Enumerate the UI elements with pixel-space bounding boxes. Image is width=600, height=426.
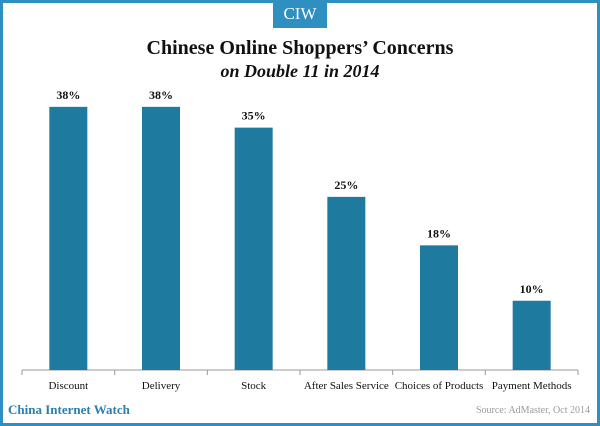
bar-choices-of-products xyxy=(420,245,458,370)
footer-source: Source: AdMaster, Oct 2014 xyxy=(475,405,590,416)
data-label: 38% xyxy=(149,88,173,102)
category-label: After Sales Service xyxy=(304,380,389,392)
bar-discount xyxy=(49,106,88,370)
data-label: 10% xyxy=(520,282,544,296)
bar-delivery xyxy=(142,106,180,370)
bar-payment-methods xyxy=(512,300,551,370)
category-label: Discount xyxy=(48,380,88,392)
footer-brand: China Internet Watch xyxy=(8,402,130,417)
bar-chart: 38% Discount 38% Delivery 35% Stock 25% After S… xyxy=(21,88,579,392)
ciw-logo: CIW xyxy=(273,0,327,28)
chart-subtitle: on Double 11 in 2014 xyxy=(220,61,380,81)
chart-title: Chinese Online Shoppers’ Concerns xyxy=(146,37,454,59)
data-label: 38% xyxy=(56,88,80,102)
data-label: 25% xyxy=(334,178,358,192)
data-label: 18% xyxy=(427,226,451,240)
bar-after-sales-service xyxy=(327,196,366,370)
data-label: 35% xyxy=(242,109,266,123)
category-label: Choices of Products xyxy=(395,380,484,392)
category-label: Payment Methods xyxy=(492,380,572,392)
bar-stock xyxy=(234,127,273,370)
category-label: Delivery xyxy=(142,380,181,392)
category-label: Stock xyxy=(241,380,267,392)
